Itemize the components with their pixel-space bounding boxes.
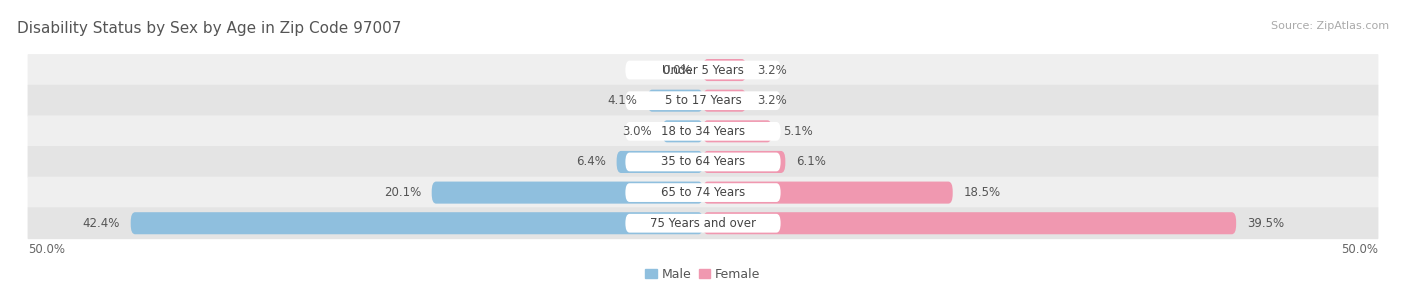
- FancyBboxPatch shape: [626, 214, 780, 233]
- Text: 3.0%: 3.0%: [621, 125, 652, 138]
- Text: 65 to 74 Years: 65 to 74 Years: [661, 186, 745, 199]
- FancyBboxPatch shape: [648, 90, 703, 112]
- Text: 42.4%: 42.4%: [83, 217, 120, 230]
- FancyBboxPatch shape: [703, 120, 772, 142]
- Text: 3.2%: 3.2%: [756, 64, 787, 77]
- FancyBboxPatch shape: [703, 151, 786, 173]
- Text: 50.0%: 50.0%: [28, 243, 65, 256]
- FancyBboxPatch shape: [626, 122, 780, 141]
- FancyBboxPatch shape: [626, 91, 780, 110]
- FancyBboxPatch shape: [703, 212, 1236, 234]
- Legend: Male, Female: Male, Female: [641, 263, 765, 286]
- FancyBboxPatch shape: [626, 61, 780, 79]
- FancyBboxPatch shape: [28, 146, 1378, 178]
- FancyBboxPatch shape: [662, 120, 703, 142]
- Text: 5.1%: 5.1%: [783, 125, 813, 138]
- FancyBboxPatch shape: [703, 59, 747, 81]
- FancyBboxPatch shape: [28, 177, 1378, 209]
- Text: 50.0%: 50.0%: [1341, 243, 1378, 256]
- Text: 6.4%: 6.4%: [576, 155, 606, 168]
- Text: 18.5%: 18.5%: [963, 186, 1001, 199]
- FancyBboxPatch shape: [617, 151, 703, 173]
- FancyBboxPatch shape: [703, 181, 953, 204]
- Text: 39.5%: 39.5%: [1247, 217, 1284, 230]
- FancyBboxPatch shape: [28, 116, 1378, 147]
- FancyBboxPatch shape: [28, 54, 1378, 86]
- Text: Under 5 Years: Under 5 Years: [662, 64, 744, 77]
- FancyBboxPatch shape: [626, 183, 780, 202]
- FancyBboxPatch shape: [432, 181, 703, 204]
- Text: 3.2%: 3.2%: [756, 94, 787, 107]
- Text: Source: ZipAtlas.com: Source: ZipAtlas.com: [1271, 21, 1389, 31]
- FancyBboxPatch shape: [131, 212, 703, 234]
- Text: 75 Years and over: 75 Years and over: [650, 217, 756, 230]
- FancyBboxPatch shape: [626, 153, 780, 171]
- FancyBboxPatch shape: [28, 207, 1378, 239]
- Text: 35 to 64 Years: 35 to 64 Years: [661, 155, 745, 168]
- FancyBboxPatch shape: [703, 90, 747, 112]
- FancyBboxPatch shape: [28, 85, 1378, 117]
- Text: 0.0%: 0.0%: [662, 64, 692, 77]
- Text: Disability Status by Sex by Age in Zip Code 97007: Disability Status by Sex by Age in Zip C…: [17, 21, 401, 36]
- Text: 20.1%: 20.1%: [384, 186, 420, 199]
- Text: 4.1%: 4.1%: [607, 94, 637, 107]
- Text: 18 to 34 Years: 18 to 34 Years: [661, 125, 745, 138]
- Text: 6.1%: 6.1%: [796, 155, 825, 168]
- Text: 5 to 17 Years: 5 to 17 Years: [665, 94, 741, 107]
